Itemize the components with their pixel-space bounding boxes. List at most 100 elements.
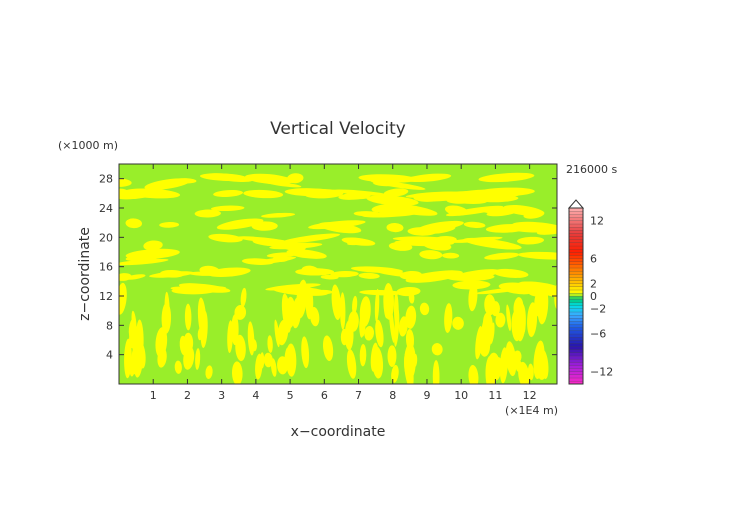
velocity-patch — [463, 221, 486, 228]
velocity-plume — [231, 361, 243, 384]
velocity-plume — [499, 347, 508, 384]
velocity-plume — [398, 316, 408, 337]
x-tick-label: 9 — [423, 389, 430, 402]
colorbar-segment — [568, 264, 584, 269]
colorbar-segment — [568, 251, 584, 256]
y-tick-label: 12 — [99, 290, 113, 303]
velocity-plume — [404, 351, 414, 384]
velocity-patch — [149, 271, 194, 278]
velocity-plume — [352, 295, 358, 315]
velocity-plume — [164, 291, 170, 330]
velocity-plume — [131, 335, 141, 348]
x-tick-label: 1 — [150, 389, 157, 402]
velocity-plume — [383, 283, 394, 320]
velocity-plume — [405, 328, 415, 351]
plot-frame — [118, 163, 558, 385]
y-tick-label: 4 — [106, 349, 113, 362]
colorbar-segment — [568, 299, 584, 303]
velocity-plume — [174, 360, 182, 374]
velocity-patch — [143, 240, 163, 251]
colorbar-segment — [568, 305, 584, 309]
velocity-patch — [484, 252, 520, 260]
velocity-plume — [413, 353, 418, 368]
velocity-patch — [159, 221, 180, 228]
velocity-patch — [170, 286, 204, 292]
y-axis-label: z−coordinate — [77, 227, 93, 321]
velocity-patch — [452, 196, 488, 204]
velocity-plume — [432, 360, 440, 384]
velocity-plume — [255, 353, 263, 380]
colorbar-segment — [568, 239, 584, 243]
velocity-patch — [216, 218, 264, 230]
velocity-plume — [263, 352, 273, 368]
colorbar-segment — [568, 330, 584, 335]
velocity-patch — [330, 189, 388, 196]
velocity-plume — [364, 325, 375, 341]
velocity-patch — [123, 188, 181, 199]
colorbar-segment — [568, 226, 584, 231]
velocity-patch — [272, 255, 290, 263]
velocity-plume — [452, 316, 464, 330]
velocity-patch — [422, 191, 477, 202]
colorbar-segment — [568, 211, 584, 215]
colorbar-label: −2 — [590, 303, 606, 316]
velocity-plume — [124, 338, 132, 379]
colorbar-segment — [568, 286, 584, 291]
colorbar-segment — [568, 289, 584, 294]
velocity-patch — [286, 173, 304, 184]
velocity-patch — [119, 188, 129, 198]
y-tick-label: 20 — [99, 231, 113, 244]
colorbar-segment — [568, 277, 584, 281]
x-tick-label: 2 — [184, 389, 191, 402]
colorbar-segment — [568, 214, 584, 218]
velocity-patch — [358, 174, 417, 183]
colorbar-segment — [568, 273, 584, 278]
velocity-patch — [175, 178, 197, 184]
velocity-plume — [119, 282, 127, 315]
velocity-patch — [188, 271, 224, 276]
velocity-plume — [305, 287, 314, 320]
velocity-patch — [405, 173, 452, 183]
velocity-plume — [183, 346, 195, 370]
velocity-patch — [396, 287, 421, 297]
velocity-plume — [285, 343, 297, 377]
x-tick-label: 8 — [389, 389, 396, 402]
colorbar-segment — [568, 317, 584, 322]
velocity-plume — [533, 340, 545, 380]
x-unit-label: (×1E4 m) — [505, 404, 558, 417]
velocity-patch — [399, 270, 422, 280]
velocity-patch — [478, 172, 535, 183]
velocity-plume — [157, 347, 167, 368]
colorbar-segment — [568, 220, 584, 225]
velocity-patch — [444, 205, 468, 216]
velocity-plume — [195, 348, 201, 370]
colorbar-segment — [568, 352, 584, 357]
velocity-plume — [511, 310, 522, 342]
velocity-patch — [178, 283, 231, 293]
colorbar-segment — [568, 343, 584, 347]
velocity-patch — [320, 274, 339, 280]
colorbar-label: 6 — [590, 252, 597, 265]
colorbar-segment — [568, 245, 584, 250]
x-tick-label: 11 — [488, 389, 502, 402]
velocity-plume — [231, 314, 239, 346]
velocity-patch — [341, 237, 376, 246]
velocity-plume — [475, 325, 483, 360]
velocity-patch — [518, 251, 557, 260]
colorbar-segment — [568, 258, 584, 262]
velocity-patch — [498, 282, 533, 292]
colorbar-segment — [568, 308, 584, 313]
velocity-patch — [477, 195, 519, 203]
velocity-plume — [200, 310, 208, 349]
velocity-plume — [247, 321, 255, 356]
y-tick-label: 28 — [99, 173, 113, 186]
colorbar-segment — [568, 255, 584, 259]
colorbar-segment — [568, 361, 584, 366]
velocity-plume — [205, 365, 213, 380]
colorbar-segment — [568, 283, 584, 287]
velocity-patch — [493, 268, 529, 278]
x-axis-label: x−coordinate — [291, 424, 386, 440]
colorbar-segment — [568, 327, 584, 331]
velocity-plume — [431, 343, 443, 356]
velocity-plume — [331, 284, 342, 321]
